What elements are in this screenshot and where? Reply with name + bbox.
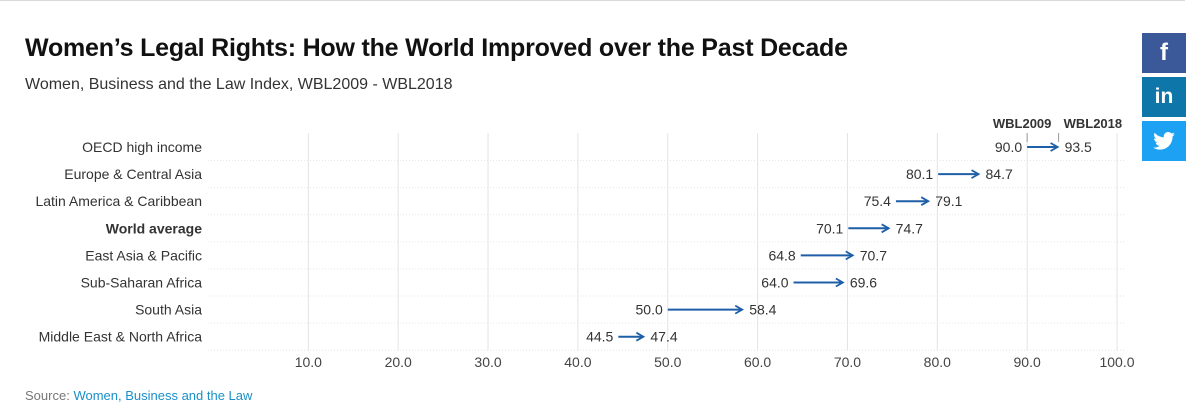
category-label: Latin America & Caribbean bbox=[35, 193, 202, 209]
value-label-wbl2018: 84.7 bbox=[986, 166, 1013, 182]
x-tick-label: 90.0 bbox=[1014, 354, 1041, 370]
value-label-wbl2018: 58.4 bbox=[749, 302, 776, 318]
source-label: Source: bbox=[25, 388, 70, 403]
value-label-wbl2009: 50.0 bbox=[636, 302, 663, 318]
page-title: Women’s Legal Rights: How the World Impr… bbox=[25, 34, 848, 62]
category-label: Sub-Saharan Africa bbox=[81, 275, 203, 291]
series-label-wbl2018: WBL2018 bbox=[1064, 116, 1123, 131]
source-line: Source: Women, Business and the Law bbox=[25, 388, 252, 403]
x-tick-label: 100.0 bbox=[1099, 354, 1134, 370]
linkedin-share-button[interactable]: in bbox=[1142, 77, 1186, 117]
x-tick-label: 30.0 bbox=[474, 354, 501, 370]
category-label: East Asia & Pacific bbox=[85, 247, 202, 263]
top-divider bbox=[0, 0, 1185, 1]
linkedin-icon: in bbox=[1154, 85, 1174, 108]
x-tick-label: 60.0 bbox=[744, 354, 771, 370]
value-label-wbl2009: 70.1 bbox=[816, 220, 843, 236]
x-tick-label: 20.0 bbox=[385, 354, 412, 370]
value-label-wbl2009: 90.0 bbox=[995, 139, 1022, 155]
value-label-wbl2009: 64.8 bbox=[768, 247, 795, 263]
value-label-wbl2018: 47.4 bbox=[650, 329, 677, 345]
facebook-icon: f bbox=[1160, 39, 1168, 66]
twitter-share-button[interactable] bbox=[1142, 121, 1186, 161]
category-label: OECD high income bbox=[82, 139, 202, 155]
x-tick-label: 10.0 bbox=[295, 354, 322, 370]
value-label-wbl2018: 74.7 bbox=[896, 220, 923, 236]
category-label: Middle East & North Africa bbox=[39, 329, 203, 345]
value-label-wbl2018: 70.7 bbox=[860, 247, 887, 263]
facebook-share-button[interactable]: f bbox=[1142, 33, 1186, 73]
category-label: South Asia bbox=[135, 302, 202, 318]
x-tick-label: 50.0 bbox=[654, 354, 681, 370]
value-label-wbl2018: 93.5 bbox=[1065, 139, 1092, 155]
category-label: World average bbox=[106, 220, 202, 236]
x-tick-label: 80.0 bbox=[924, 354, 951, 370]
x-tick-label: 70.0 bbox=[834, 354, 861, 370]
page-subtitle: Women, Business and the Law Index, WBL20… bbox=[25, 76, 453, 93]
series-label-wbl2009: WBL2009 bbox=[993, 116, 1052, 131]
x-tick-label: 40.0 bbox=[564, 354, 591, 370]
source-link[interactable]: Women, Business and the Law bbox=[73, 388, 253, 403]
dumbbell-chart: 10.0 20.0 30.0 40.0 50.0 60.0 70.0 80.0 90.0 100.… bbox=[35, 116, 1134, 370]
category-label: Europe & Central Asia bbox=[64, 166, 202, 182]
value-label-wbl2009: 64.0 bbox=[761, 275, 788, 291]
value-label-wbl2018: 69.6 bbox=[850, 275, 877, 291]
value-label-wbl2009: 44.5 bbox=[586, 329, 613, 345]
value-label-wbl2009: 80.1 bbox=[906, 166, 933, 182]
value-label-wbl2018: 79.1 bbox=[935, 193, 962, 209]
twitter-icon bbox=[1153, 132, 1175, 150]
value-label-wbl2009: 75.4 bbox=[864, 193, 891, 209]
